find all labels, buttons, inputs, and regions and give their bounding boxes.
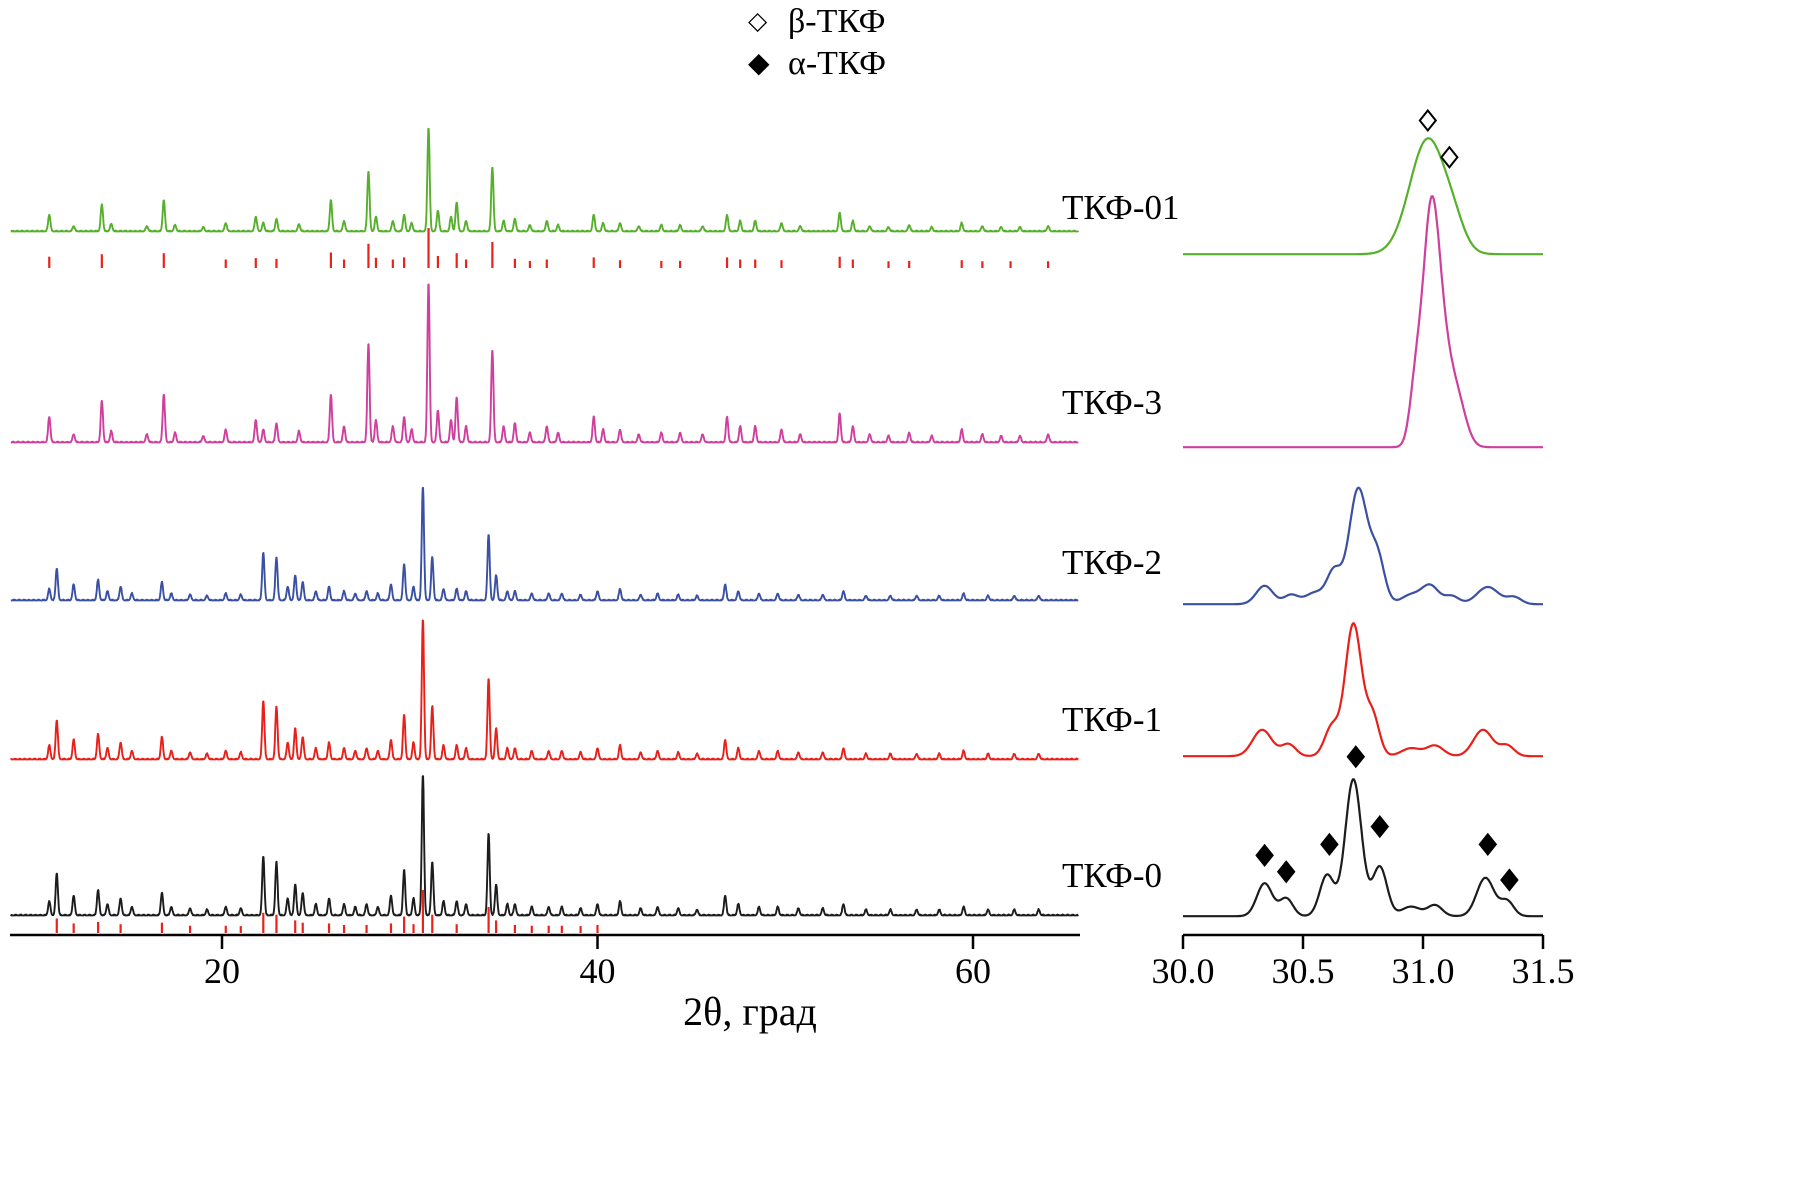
trace-label-tkf0: ТКФ-0 (1062, 856, 1162, 895)
xrd-trace-tkf0 (10, 775, 1079, 917)
trace-label-tkf2: ТКФ-2 (1062, 543, 1162, 582)
legend-label-alpha: α-ТКФ (788, 45, 886, 82)
xrd-zoom-trace-tkf0 (1182, 778, 1544, 918)
xrd-zoom-trace-tkf01 (1182, 137, 1544, 256)
trace-label-tkf1: ТКФ-1 (1062, 700, 1162, 739)
legend-label-beta: β-ТКФ (788, 3, 886, 40)
legend-item-alpha: ◆ α-ТКФ (748, 44, 886, 84)
xrd-zoom-trace-tkf2 (1182, 486, 1544, 606)
filled-diamond-marker (1478, 832, 1498, 856)
main-tick-label: 20 (204, 951, 240, 991)
main-tick-label: 60 (955, 951, 991, 991)
open-diamond-icon: ◇ (748, 8, 768, 35)
main-tick-label: 40 (579, 951, 616, 991)
xrd-trace-tkf01 (10, 127, 1080, 233)
xrd-trace-tkf2 (10, 486, 1079, 602)
legend: ◇ β-ТКФ ◆ α-ТКФ (748, 2, 886, 84)
filled-diamond-marker (1370, 814, 1390, 839)
legend-item-beta: ◇ β-ТКФ (748, 2, 886, 42)
zoom-tick-label: 30.0 (1151, 951, 1215, 991)
open-diamond-marker (1418, 108, 1438, 133)
filled-diamond-marker (1346, 745, 1366, 769)
zoom-tick-label: 31.5 (1511, 951, 1575, 991)
trace-label-tkf01: ТКФ-01 (1062, 188, 1180, 227)
filled-diamond-marker (1255, 843, 1274, 867)
filled-diamond-marker (1500, 868, 1519, 892)
trace-label-tkf3: ТКФ-3 (1062, 383, 1162, 422)
filled-diamond-marker (1276, 860, 1296, 884)
xrd-trace-tkf3 (10, 283, 1079, 444)
xrd-zoom-trace-tkf3 (1182, 195, 1544, 449)
open-diamond-marker (1440, 145, 1459, 169)
zoom-tick-label: 30.5 (1271, 951, 1335, 991)
zoom-tick-label: 31.0 (1391, 951, 1455, 991)
x-axis-label: 2θ, град (683, 989, 817, 1034)
filled-diamond-icon: ◆ (748, 48, 770, 79)
filled-diamond-marker (1320, 832, 1339, 856)
xrd-zoom-trace-tkf1 (1182, 622, 1544, 758)
xrd-trace-tkf1 (10, 619, 1079, 761)
